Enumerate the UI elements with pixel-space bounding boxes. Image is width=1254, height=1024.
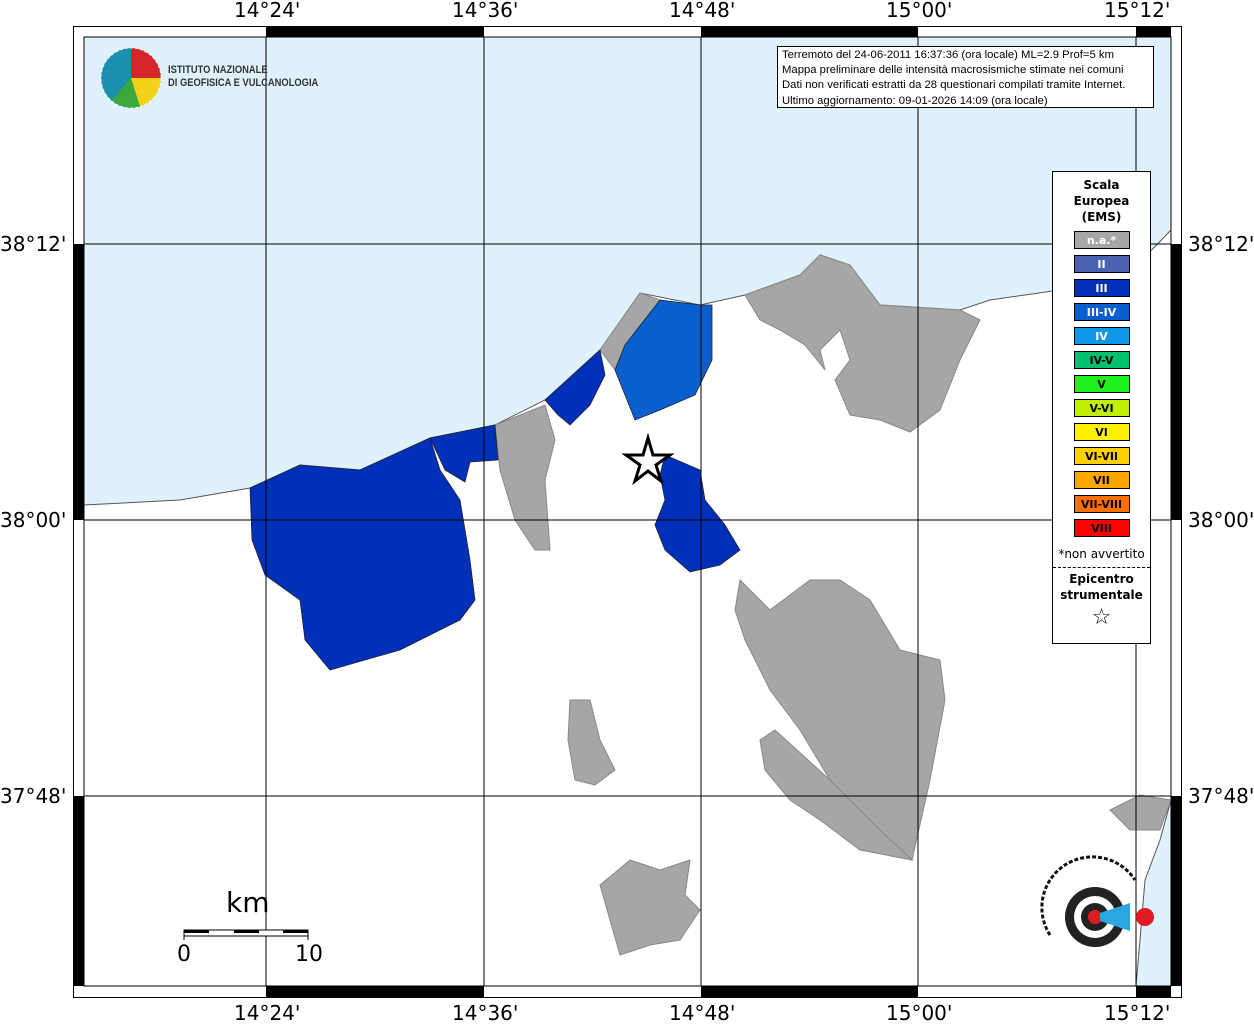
scale-max: 10 — [295, 942, 323, 967]
scale-unit: km — [226, 886, 270, 919]
info-box: Terremoto del 24-06-2011 16:37:36 (ora l… — [777, 46, 1154, 108]
legend-swatch-iii: III — [1073, 279, 1130, 297]
legend-swatch-n-a-: n.a.* — [1073, 231, 1130, 249]
map-frame — [73, 26, 1182, 998]
graticule — [84, 37, 1171, 986]
legend-swatch-iv: IV — [1073, 327, 1130, 345]
legend-swatch-ii: II — [1073, 255, 1130, 273]
updated-line: Ultimo aggiornamento: 09-01-2026 14:09 (… — [782, 94, 1048, 107]
event-line: Terremoto del 24-06-2011 16:37:36 (ora l… — [782, 49, 1114, 61]
legend-title: Scala Europea (EMS) — [1073, 178, 1130, 224]
ems-legend: Scala Europea (EMS) n.a.* II III III-IV IV IV-V… — [1052, 171, 1151, 644]
legend-swatch-v: V — [1073, 375, 1130, 393]
legend-swatch-iii-iv: III-IV — [1073, 303, 1130, 321]
legend-swatch-vi: VI — [1073, 423, 1130, 441]
legend-swatch-iv-v: IV-V — [1073, 351, 1130, 369]
data-source-line: Dati non verificati estratti da 28 quest… — [782, 79, 1126, 92]
epicentre-label: Epicentro strumentale — [1060, 572, 1143, 602]
scale-bar — [183, 929, 309, 940]
description-line: Mappa preliminare delle intensità macros… — [782, 64, 1124, 77]
ingv-logo-text: ISTITUTO NAZIONALE DI GEOFISICA E VULCANO… — [168, 64, 319, 89]
comuni-na — [494, 254, 1172, 956]
comune-iii-iv — [614, 299, 713, 421]
ingv-logo-icon — [100, 47, 162, 109]
comuni-iii — [249, 349, 741, 671]
epicentre-star — [621, 432, 675, 486]
epicentre-star-icon: ☆ — [1091, 605, 1112, 630]
scale-min: 0 — [177, 942, 191, 967]
haisentito-logo-icon — [1040, 855, 1154, 947]
legend-note: *non avvertito — [1058, 547, 1145, 561]
legend-swatch-viii: VIII — [1073, 519, 1130, 537]
legend-swatch-vii-viii: VII-VIII — [1073, 495, 1130, 513]
legend-swatch-vi-vii: VI-VII — [1073, 447, 1130, 465]
legend-swatch-v-vi: V-VI — [1073, 399, 1130, 417]
legend-swatch-vii: VII — [1073, 471, 1130, 489]
